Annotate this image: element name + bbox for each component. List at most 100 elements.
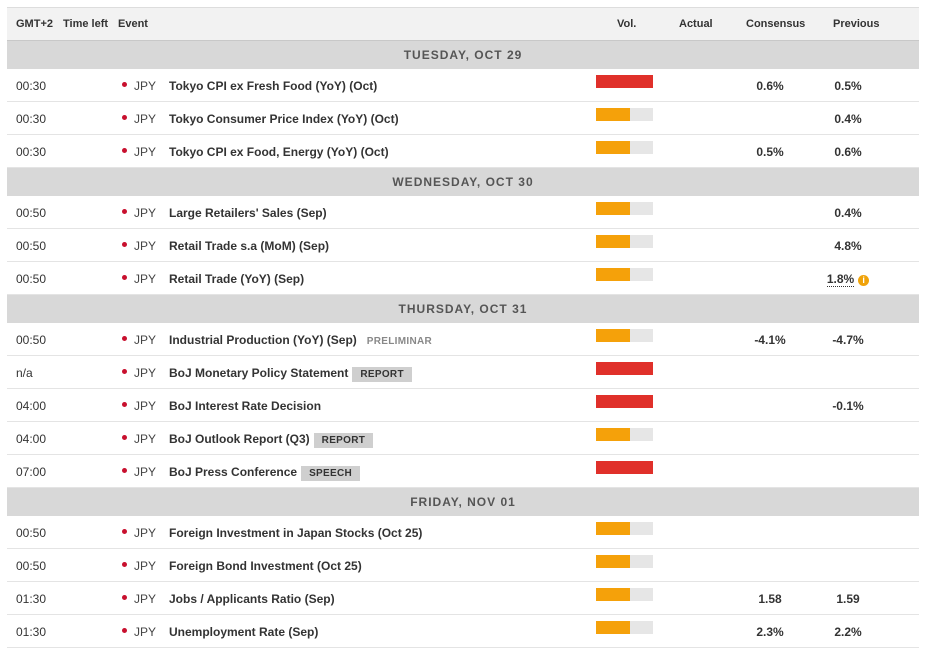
event-time: 04:00 bbox=[16, 399, 47, 413]
japan-flag-icon bbox=[118, 398, 131, 411]
japan-flag-icon bbox=[118, 111, 131, 124]
event-row[interactable]: 07:00 JPY BoJ Press Conference SPEECH bbox=[7, 455, 919, 488]
event-time: 00:50 bbox=[16, 272, 47, 286]
volatility-bar bbox=[596, 75, 653, 88]
calendar-body: TUESDAY, OCT 29 00:30 JPY Tokyo CPI ex Fres… bbox=[7, 41, 919, 648]
event-row[interactable]: 01:30 JPY Unemployment Rate (Sep) 2.3% 2.2% bbox=[7, 615, 919, 648]
volatility-bar bbox=[596, 202, 653, 215]
event-time: 00:50 bbox=[16, 239, 47, 253]
japan-flag-icon bbox=[118, 144, 131, 157]
event-name-cell[interactable]: Retail Trade s.a (MoM) (Sep) bbox=[169, 239, 329, 253]
previous-value: 0.5% bbox=[813, 79, 883, 93]
event-name-cell[interactable]: Jobs / Applicants Ratio (Sep) bbox=[169, 592, 335, 606]
currency-code: JPY bbox=[134, 526, 157, 540]
previous-value: -0.1% bbox=[813, 399, 883, 413]
event-row[interactable]: n/a JPY BoJ Monetary Policy Statement REPOR… bbox=[7, 356, 919, 389]
event-row[interactable]: 00:30 JPY Tokyo CPI ex Food, Energy (YoY) … bbox=[7, 135, 919, 168]
event-tag: SPEECH bbox=[301, 466, 360, 481]
volatility-bar bbox=[596, 428, 653, 441]
volatility-bar bbox=[596, 141, 653, 154]
event-row[interactable]: 00:50 JPY Foreign Investment in Japan Stoc… bbox=[7, 516, 919, 549]
info-icon[interactable]: i bbox=[858, 275, 870, 286]
volatility-fill bbox=[596, 202, 631, 215]
previous-value-text: 4.8% bbox=[834, 239, 862, 253]
previous-value-text: 0.5% bbox=[834, 79, 862, 93]
previous-value: 4.8% bbox=[813, 239, 883, 253]
event-row[interactable]: 00:50 JPY Retail Trade s.a (MoM) (Sep) 4.8% bbox=[7, 229, 919, 262]
volatility-bar bbox=[596, 235, 653, 248]
japan-flag-icon bbox=[118, 238, 131, 251]
event-name-cell[interactable]: BoJ Monetary Policy Statement REPORT bbox=[169, 366, 412, 382]
header-timezone[interactable]: GMT+2 bbox=[16, 18, 53, 30]
event-name[interactable]: BoJ Press Conference bbox=[169, 465, 298, 479]
event-name-cell[interactable]: Retail Trade (YoY) (Sep) bbox=[169, 272, 304, 286]
event-name[interactable]: Unemployment Rate (Sep) bbox=[169, 625, 319, 639]
event-row[interactable]: 04:00 JPY BoJ Outlook Report (Q3) REPORT bbox=[7, 422, 919, 455]
event-name[interactable]: Tokyo CPI ex Food, Energy (YoY) (Oct) bbox=[169, 145, 389, 159]
header-consensus: Consensus bbox=[746, 18, 806, 30]
event-name[interactable]: Jobs / Applicants Ratio (Sep) bbox=[169, 592, 335, 606]
event-name[interactable]: BoJ Outlook Report (Q3) bbox=[169, 432, 310, 446]
currency-code: JPY bbox=[134, 559, 157, 573]
volatility-fill bbox=[596, 329, 631, 342]
event-row[interactable]: 00:50 JPY Industrial Production (YoY) (Sep… bbox=[7, 323, 919, 356]
event-name-cell[interactable]: Tokyo Consumer Price Index (YoY) (Oct) bbox=[169, 112, 399, 126]
header-previous: Previous bbox=[833, 18, 880, 30]
event-row[interactable]: 00:50 JPY Large Retailers' Sales (Sep) 0.4% bbox=[7, 196, 919, 229]
event-name[interactable]: Retail Trade s.a (MoM) (Sep) bbox=[169, 239, 330, 253]
consensus-value: 1.58 bbox=[758, 592, 782, 606]
event-row[interactable]: 00:50 JPY Retail Trade (YoY) (Sep) 1.8% i bbox=[7, 262, 919, 295]
event-name-cell[interactable]: Foreign Investment in Japan Stocks (Oct … bbox=[169, 526, 422, 540]
volatility-fill bbox=[596, 108, 631, 121]
event-name-cell[interactable]: Tokyo CPI ex Fresh Food (YoY) (Oct) bbox=[169, 79, 377, 93]
currency-code: JPY bbox=[134, 272, 157, 286]
event-name-cell[interactable]: Large Retailers' Sales (Sep) bbox=[169, 206, 327, 220]
event-name[interactable]: BoJ Interest Rate Decision bbox=[169, 399, 322, 413]
event-row[interactable]: 00:50 JPY Foreign Bond Investment (Oct 25) bbox=[7, 549, 919, 582]
event-name[interactable]: Foreign Investment in Japan Stocks (Oct … bbox=[169, 526, 423, 540]
event-time: 00:50 bbox=[16, 333, 47, 347]
japan-flag-icon bbox=[118, 558, 131, 571]
volatility-fill bbox=[596, 268, 631, 281]
event-row[interactable]: 04:00 JPY BoJ Interest Rate Decision -0.1% bbox=[7, 389, 919, 422]
event-name[interactable]: Tokyo Consumer Price Index (YoY) (Oct) bbox=[169, 112, 399, 126]
event-name[interactable]: Industrial Production (YoY) (Sep) bbox=[169, 333, 357, 347]
event-time: n/a bbox=[16, 366, 33, 380]
event-row[interactable]: 00:30 JPY Tokyo CPI ex Fresh Food (YoY) (O… bbox=[7, 69, 919, 102]
event-name[interactable]: Tokyo CPI ex Fresh Food (YoY) (Oct) bbox=[169, 79, 378, 93]
event-name[interactable]: Retail Trade (YoY) (Sep) bbox=[169, 272, 305, 286]
event-name-cell[interactable]: Unemployment Rate (Sep) bbox=[169, 625, 318, 639]
event-tag: PRELIMINAR bbox=[366, 336, 433, 347]
event-name-cell[interactable]: BoJ Outlook Report (Q3) REPORT bbox=[169, 432, 374, 448]
previous-value-revised[interactable]: 1.8% bbox=[826, 272, 855, 287]
currency-code: JPY bbox=[134, 145, 157, 159]
event-time: 04:00 bbox=[16, 432, 47, 446]
event-name-cell[interactable]: Tokyo CPI ex Food, Energy (YoY) (Oct) bbox=[169, 145, 389, 159]
event-row[interactable]: 00:30 JPY Tokyo Consumer Price Index (YoY)… bbox=[7, 102, 919, 135]
currency-code: JPY bbox=[134, 625, 157, 639]
economic-calendar: GMT+2 Time left Event Vol. Actual Consen… bbox=[7, 7, 919, 648]
event-tag: REPORT bbox=[352, 367, 412, 382]
volatility-bar bbox=[596, 555, 653, 568]
volatility-bar bbox=[596, 588, 653, 601]
previous-value-text: 2.2% bbox=[834, 625, 862, 639]
event-time: 01:30 bbox=[16, 592, 47, 606]
event-name-cell[interactable]: Foreign Bond Investment (Oct 25) bbox=[169, 559, 362, 573]
event-time: 00:50 bbox=[16, 559, 47, 573]
event-name-cell[interactable]: BoJ Press Conference SPEECH bbox=[169, 465, 360, 481]
previous-value-text: 0.4% bbox=[834, 112, 862, 126]
event-name-cell[interactable]: Industrial Production (YoY) (Sep) PRELIMI… bbox=[169, 333, 438, 347]
volatility-bar bbox=[596, 329, 653, 342]
event-name[interactable]: BoJ Monetary Policy Statement bbox=[169, 366, 349, 380]
event-row[interactable]: 01:30 JPY Jobs / Applicants Ratio (Sep) 1.5… bbox=[7, 582, 919, 615]
japan-flag-icon bbox=[118, 525, 131, 538]
event-name[interactable]: Foreign Bond Investment (Oct 25) bbox=[169, 559, 362, 573]
japan-flag-icon bbox=[118, 271, 131, 284]
volatility-bar bbox=[596, 268, 653, 281]
day-header: WEDNESDAY, OCT 30 bbox=[7, 168, 919, 196]
event-name-cell[interactable]: BoJ Interest Rate Decision bbox=[169, 399, 321, 413]
header-actual: Actual bbox=[679, 18, 713, 30]
event-name[interactable]: Large Retailers' Sales (Sep) bbox=[169, 206, 327, 220]
currency-code: JPY bbox=[134, 79, 157, 93]
volatility-fill bbox=[596, 555, 631, 568]
